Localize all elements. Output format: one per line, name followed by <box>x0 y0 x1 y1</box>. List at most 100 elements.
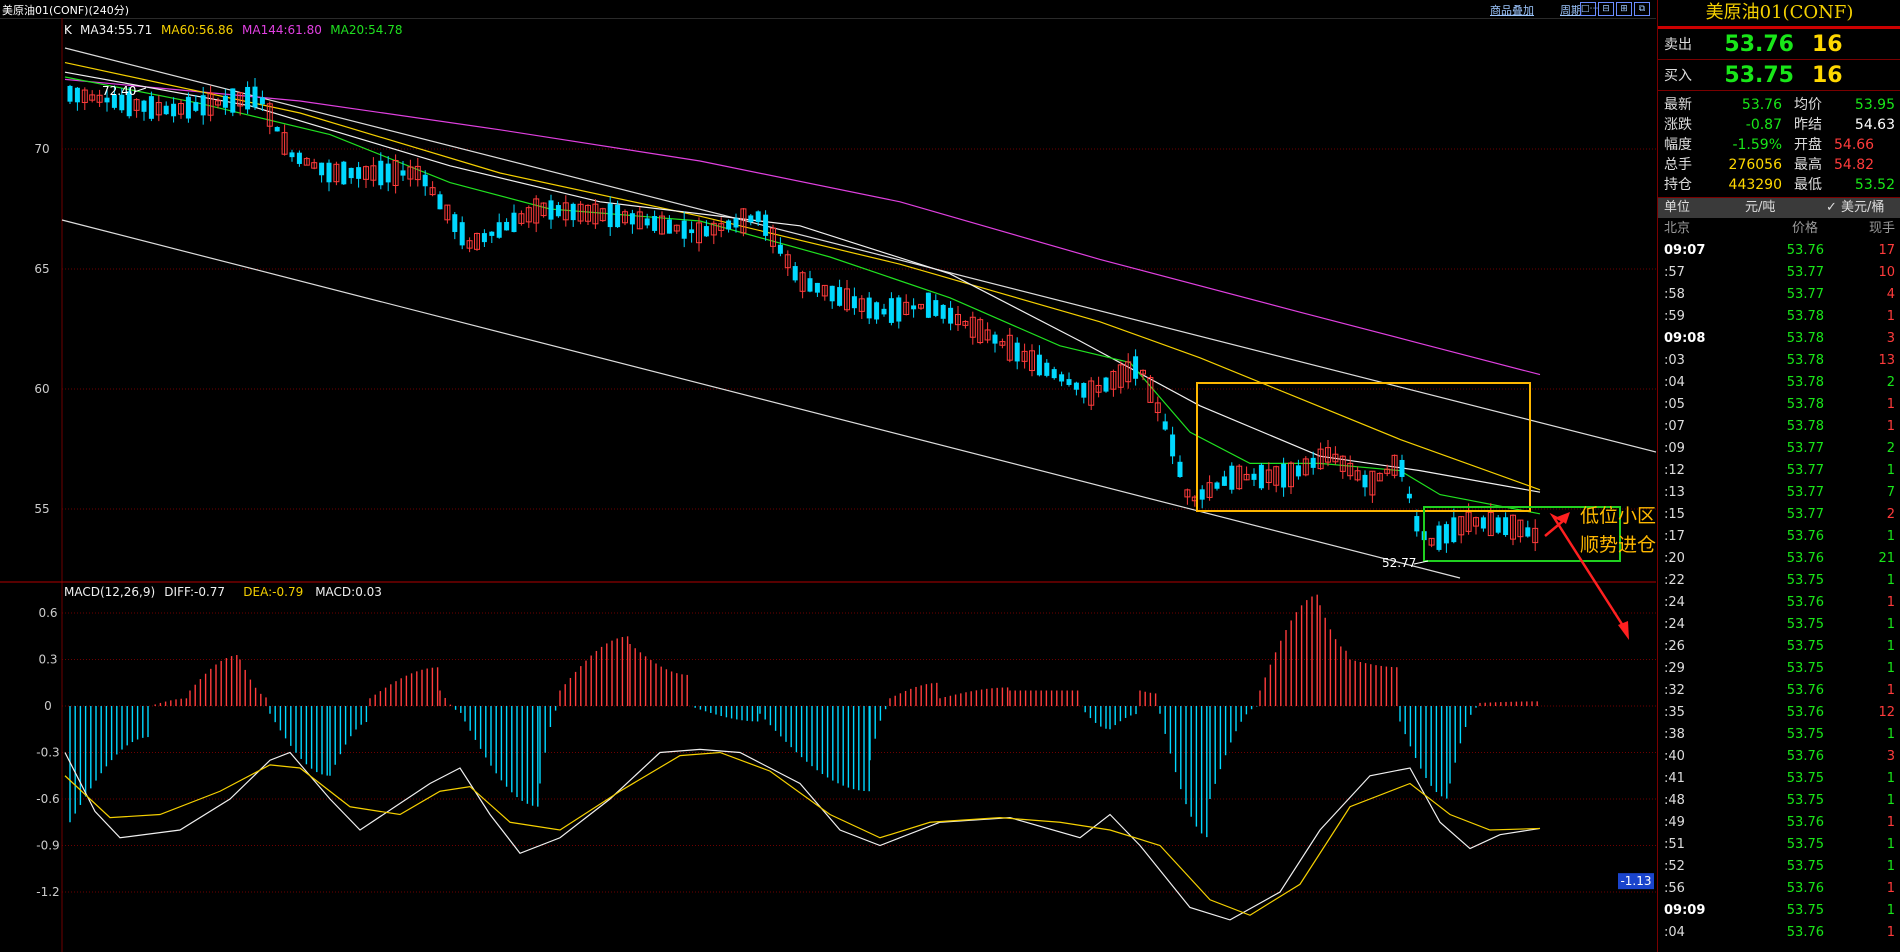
tick-row[interactable]: :49 53.76 1 <box>1658 812 1900 834</box>
candle-body <box>385 163 391 183</box>
quote-stat-row: 持仓 443290 最低 53.52 <box>1664 175 1895 195</box>
quote-title: 美原油01(CONF) <box>1658 0 1900 29</box>
tick-row[interactable]: :12 53.77 1 <box>1658 460 1900 482</box>
candle-body <box>1391 454 1398 476</box>
tick-row[interactable]: :05 53.78 1 <box>1658 394 1900 416</box>
kline-label: K <box>64 23 73 37</box>
unit-cny-option[interactable]: 元/吨 <box>1745 200 1776 215</box>
tick-price: 53.75 <box>1786 573 1824 588</box>
candle-body <box>1362 474 1368 488</box>
tick-volume: 1 <box>1886 397 1895 412</box>
tick-row[interactable]: :29 53.75 1 <box>1658 658 1900 680</box>
unit-usd-option[interactable]: ✓ 美元/桶 <box>1826 200 1885 215</box>
tick-time: :13 <box>1664 485 1685 500</box>
ask-volume: 16 <box>1812 31 1843 57</box>
tick-price: 53.75 <box>1786 727 1824 742</box>
tick-row[interactable]: :58 53.77 4 <box>1658 284 1900 306</box>
tick-row[interactable]: :03 53.78 13 <box>1658 350 1900 372</box>
stat-label: 总手 <box>1664 157 1692 173</box>
tick-time: :58 <box>1664 287 1685 302</box>
layout-icon[interactable]: □⋯ <box>1580 2 1599 16</box>
period-link[interactable]: 周期 <box>1560 4 1582 17</box>
tick-row[interactable]: :48 53.75 1 <box>1658 790 1900 812</box>
tick-row[interactable]: :40 53.76 3 <box>1658 746 1900 768</box>
candle-body <box>562 202 569 221</box>
stat-label: 最高 <box>1794 157 1822 173</box>
candle-body <box>1325 447 1331 463</box>
tick-time: :40 <box>1664 749 1685 764</box>
candle-body <box>726 220 732 230</box>
candle-body <box>1236 465 1243 490</box>
tick-list[interactable]: 09:07 53.76 17:57 53.77 10:58 53.77 4:59 53.78 1… <box>1658 240 1900 944</box>
overlay-link[interactable]: 商品叠加 <box>1490 4 1534 17</box>
tick-row[interactable]: :41 53.75 1 <box>1658 768 1900 790</box>
tick-row[interactable]: :24 53.75 1 <box>1658 614 1900 636</box>
candle-body <box>548 200 554 220</box>
tick-volume: 1 <box>1886 683 1895 698</box>
tick-row[interactable]: :22 53.75 1 <box>1658 570 1900 592</box>
tick-row[interactable]: :15 53.77 2 <box>1658 504 1900 526</box>
candle-body <box>999 341 1006 346</box>
tick-row[interactable]: :57 53.77 10 <box>1658 262 1900 284</box>
tick-row[interactable]: :51 53.75 1 <box>1658 834 1900 856</box>
tick-row[interactable]: :13 53.77 7 <box>1658 482 1900 504</box>
candle-body <box>1281 463 1287 488</box>
bid-row[interactable]: 买入 53.75 16 <box>1658 60 1900 91</box>
restore-icon[interactable]: ⧉ <box>1634 2 1650 16</box>
chart-labels: 70 65 60 55 0.6 0.3 0 -0.3 -0.6 -0.9 -1.2 K MA34:55.… <box>34 23 1656 899</box>
candle-body <box>333 163 340 183</box>
tick-row[interactable]: :09 53.77 2 <box>1658 438 1900 460</box>
candle-body <box>96 94 103 103</box>
stat-value: 276056 <box>1728 157 1782 173</box>
candle-body <box>1029 350 1035 372</box>
tick-row[interactable]: 09:09 53.75 1 <box>1658 900 1900 922</box>
tick-row[interactable]: :24 53.76 1 <box>1658 592 1900 614</box>
tick-row[interactable]: :56 53.76 1 <box>1658 878 1900 900</box>
tick-price: 53.77 <box>1786 507 1824 522</box>
tick-row[interactable]: 09:08 53.78 3 <box>1658 328 1900 350</box>
tick-row[interactable]: :17 53.76 1 <box>1658 526 1900 548</box>
candle-body <box>592 203 599 225</box>
bid-volume: 16 <box>1812 62 1843 88</box>
bid-label: 买入 <box>1664 68 1692 84</box>
macd-diff-line <box>64 748 1541 921</box>
tick-row[interactable]: :20 53.76 21 <box>1658 548 1900 570</box>
tick-time: :49 <box>1664 815 1685 830</box>
candle-body <box>1110 370 1117 390</box>
tick-row[interactable]: :32 53.76 1 <box>1658 680 1900 702</box>
candle-body <box>489 231 495 236</box>
candle-body <box>955 313 961 326</box>
tick-row[interactable]: :38 53.75 1 <box>1658 724 1900 746</box>
tick-row[interactable]: 09:07 53.76 17 <box>1658 240 1900 262</box>
tick-row[interactable]: :26 53.75 1 <box>1658 636 1900 658</box>
tick-volume: 2 <box>1886 507 1895 522</box>
tick-row[interactable]: :04 53.76 1 <box>1658 922 1900 944</box>
ask-row[interactable]: 卖出 53.76 16 <box>1658 29 1900 60</box>
candle-body <box>652 216 658 231</box>
tick-volume: 1 <box>1886 661 1895 676</box>
candle-body <box>851 296 857 309</box>
tick-row[interactable]: :59 53.78 1 <box>1658 306 1900 328</box>
tick-row[interactable]: :07 53.78 1 <box>1658 416 1900 438</box>
candle-body <box>518 213 525 224</box>
candle-body <box>237 92 244 107</box>
tick-volume: 1 <box>1886 771 1895 786</box>
tick-row[interactable]: :52 53.75 1 <box>1658 856 1900 878</box>
candle-body <box>126 91 132 117</box>
tick-row[interactable]: :04 53.78 2 <box>1658 372 1900 394</box>
candle-body <box>1376 472 1383 482</box>
candle-body <box>977 319 984 344</box>
candle-body <box>1081 383 1087 398</box>
candle-body <box>1088 380 1095 406</box>
tick-volume: 2 <box>1886 441 1895 456</box>
candle-body <box>111 94 117 108</box>
candle-body <box>814 282 820 293</box>
tick-row[interactable]: :35 53.76 12 <box>1658 702 1900 724</box>
candle-body <box>81 89 88 104</box>
unit-bar[interactable]: 单位 元/吨 ✓ 美元/桶 <box>1658 198 1900 218</box>
ma-legend-item: MA60:56.86 <box>161 23 233 37</box>
kline-chart[interactable]: 70 65 60 55 0.6 0.3 0 -0.3 -0.6 -0.9 -1.2 K MA34:55.… <box>0 0 1656 952</box>
maximize-icon[interactable]: ⊞ <box>1616 2 1632 16</box>
candle-body <box>266 103 273 127</box>
minimize-icon[interactable]: ⊟ <box>1598 2 1614 16</box>
